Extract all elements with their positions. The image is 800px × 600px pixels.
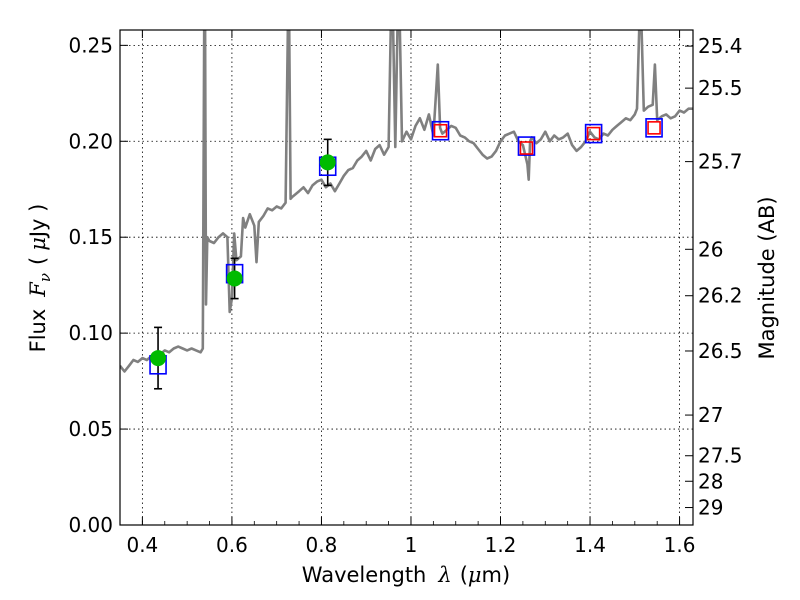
y2-tick-label: 25.7 — [698, 150, 743, 174]
y-tick-label: 0.10 — [68, 321, 113, 345]
upper-limit-box — [586, 126, 601, 141]
y2-tick-label: 28 — [698, 469, 723, 493]
observed-point — [226, 270, 243, 287]
y-tick-label: 0.20 — [68, 129, 113, 153]
y2-tick-label: 27.5 — [698, 444, 743, 468]
x-tick-label: 1.2 — [485, 533, 517, 557]
y-tick-label: 0.15 — [68, 225, 113, 249]
y2-tick-label: 25.4 — [698, 34, 743, 58]
model-photometry-square — [517, 136, 536, 156]
observed-point — [319, 154, 336, 171]
observed-point — [150, 350, 167, 367]
y2-tick-label: 26.2 — [698, 284, 743, 308]
plot-frame — [119, 29, 694, 526]
model-photometry-square — [431, 120, 450, 141]
y2-tick-label: 25.5 — [698, 76, 743, 100]
x-tick-label: 0.6 — [216, 533, 248, 557]
upper-limit-box — [647, 121, 661, 135]
y2-tick-label: 26 — [698, 237, 723, 261]
y-tick-label: 0.25 — [68, 33, 113, 57]
y2-tick-label: 29 — [698, 496, 723, 520]
y2-tick-label: 27 — [698, 403, 723, 427]
grid-lines — [120, 30, 693, 526]
y-tick-label: 0.05 — [68, 417, 113, 441]
y2-tick-label: 26.5 — [698, 339, 743, 363]
upper-limit-box — [519, 141, 534, 155]
upper-limit-box — [433, 123, 448, 138]
axis-ticks: 0.4 0.6 0.8 1 1.2 1.4 1.6 0.00 0.05 0.10 0.15 0.20 0… — [68, 30, 743, 557]
model-photometry-square — [584, 123, 603, 144]
model-photometry-square — [645, 118, 663, 138]
x-axis-title: Wavelength λ (μm) — [302, 563, 510, 587]
x-tick-label: 1.6 — [664, 533, 696, 557]
y-axis-title: FluxFν(μJy ) — [26, 204, 54, 353]
x-tick-label: 0.4 — [126, 533, 158, 557]
model-spectrum-line — [120, 30, 693, 373]
x-tick-label: 0.8 — [306, 533, 338, 557]
photometry-marks — [149, 118, 663, 390]
x-tick-label: 1 — [405, 533, 418, 557]
y-tick-label: 0.00 — [68, 513, 113, 537]
y2-axis-title: Magnitude (AB) — [755, 196, 779, 359]
x-tick-label: 1.4 — [574, 533, 606, 557]
